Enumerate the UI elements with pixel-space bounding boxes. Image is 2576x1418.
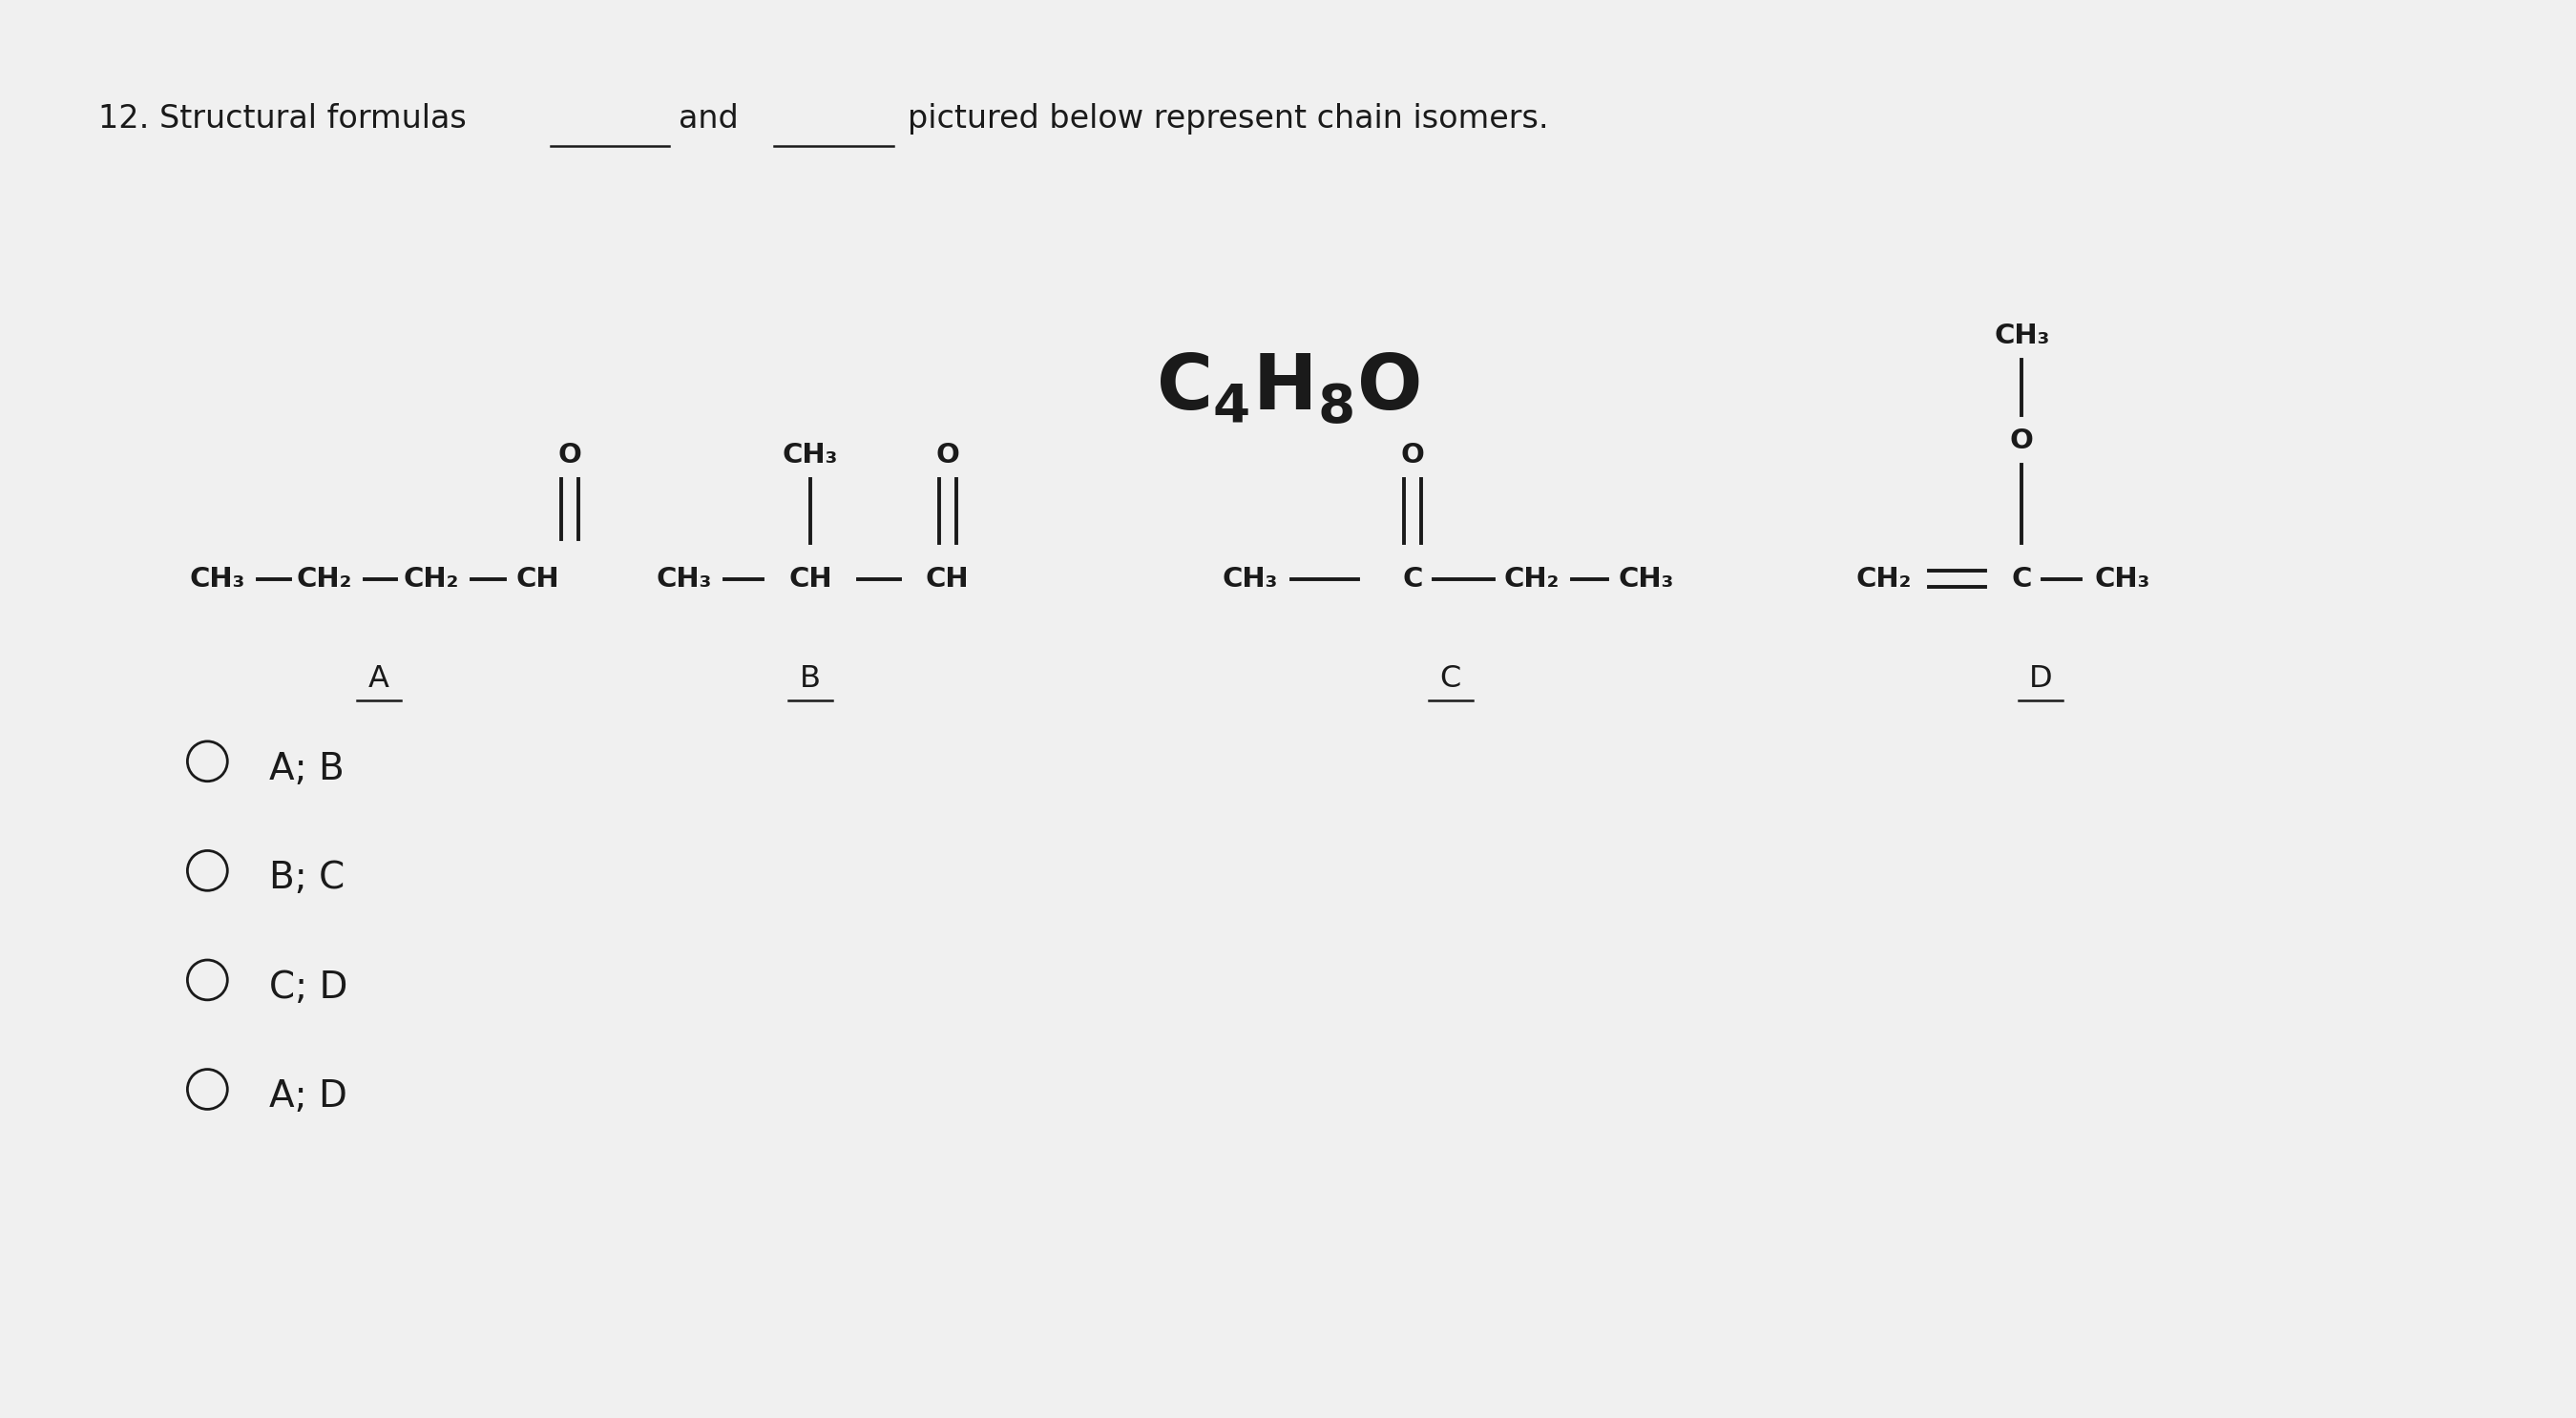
Text: C: C xyxy=(2012,566,2032,593)
Text: pictured below represent chain isomers.: pictured below represent chain isomers. xyxy=(907,104,1548,135)
Text: O: O xyxy=(556,442,582,468)
Text: CH₃: CH₃ xyxy=(783,442,837,468)
Text: C: C xyxy=(1401,566,1422,593)
Text: O: O xyxy=(1401,442,1425,468)
Text: CH: CH xyxy=(925,566,969,593)
Text: CH₃: CH₃ xyxy=(188,566,245,593)
Text: CH: CH xyxy=(515,566,559,593)
Text: O: O xyxy=(2009,428,2032,454)
Text: C; D: C; D xyxy=(270,970,348,1005)
Text: A; D: A; D xyxy=(270,1079,348,1115)
Text: 12. Structural formulas: 12. Structural formulas xyxy=(98,104,466,135)
Text: C: C xyxy=(1440,664,1461,693)
Text: CH₃: CH₃ xyxy=(1618,566,1674,593)
Text: B: B xyxy=(799,664,822,693)
Text: and: and xyxy=(680,104,739,135)
Text: O: O xyxy=(935,442,958,468)
Text: CH: CH xyxy=(788,566,832,593)
Text: A: A xyxy=(368,664,389,693)
Text: CH₂: CH₂ xyxy=(1855,566,1911,593)
Text: $\mathbf{C_4H_8O}$: $\mathbf{C_4H_8O}$ xyxy=(1157,350,1422,427)
Text: D: D xyxy=(2030,664,2053,693)
Text: CH₃: CH₃ xyxy=(2094,566,2151,593)
Text: CH₂: CH₂ xyxy=(296,566,353,593)
Text: CH₂: CH₂ xyxy=(404,566,459,593)
Text: B; C: B; C xyxy=(270,861,345,896)
Text: CH₃: CH₃ xyxy=(1224,566,1278,593)
Text: CH₃: CH₃ xyxy=(1994,323,2050,350)
Text: CH₃: CH₃ xyxy=(657,566,711,593)
Text: CH₂: CH₂ xyxy=(1504,566,1558,593)
Text: A; B: A; B xyxy=(270,750,345,787)
